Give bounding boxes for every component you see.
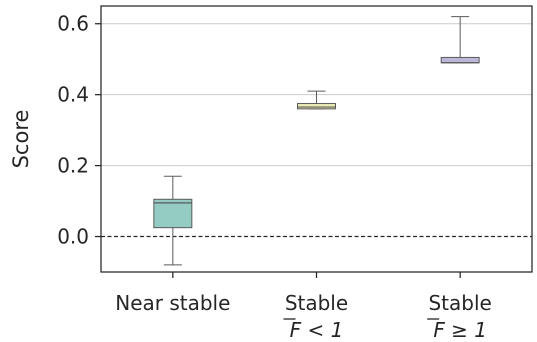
y-tick-label: 0.4 bbox=[57, 83, 89, 107]
iqr-box bbox=[153, 198, 193, 229]
iqr-box bbox=[440, 56, 480, 64]
y-axis-title: Score bbox=[9, 110, 33, 169]
x-tick-label: Stable bbox=[428, 291, 491, 315]
x-tick-label: Near stable bbox=[115, 291, 230, 315]
plot-frame bbox=[100, 5, 533, 273]
y-axis-ticks: 0.0 0.2 0.4 0.6 bbox=[57, 12, 101, 249]
y-tick-label: 0.6 bbox=[57, 12, 89, 36]
x-tick-sublabel: F < 1 bbox=[290, 318, 344, 342]
x-axis-ticks: Near stable Stable F < 1 Stable F ≥ 1 bbox=[115, 272, 492, 342]
box-1 bbox=[153, 175, 193, 266]
y-tick-label: 0.0 bbox=[57, 225, 89, 249]
boxes bbox=[153, 16, 480, 266]
x-tick-label: Stable bbox=[285, 291, 348, 315]
x-tick-sublabel: F ≥ 1 bbox=[433, 318, 487, 342]
box-2 bbox=[297, 90, 336, 110]
iqr-box bbox=[297, 103, 336, 110]
box-3 bbox=[440, 16, 480, 64]
y-tick-label: 0.2 bbox=[57, 154, 89, 178]
